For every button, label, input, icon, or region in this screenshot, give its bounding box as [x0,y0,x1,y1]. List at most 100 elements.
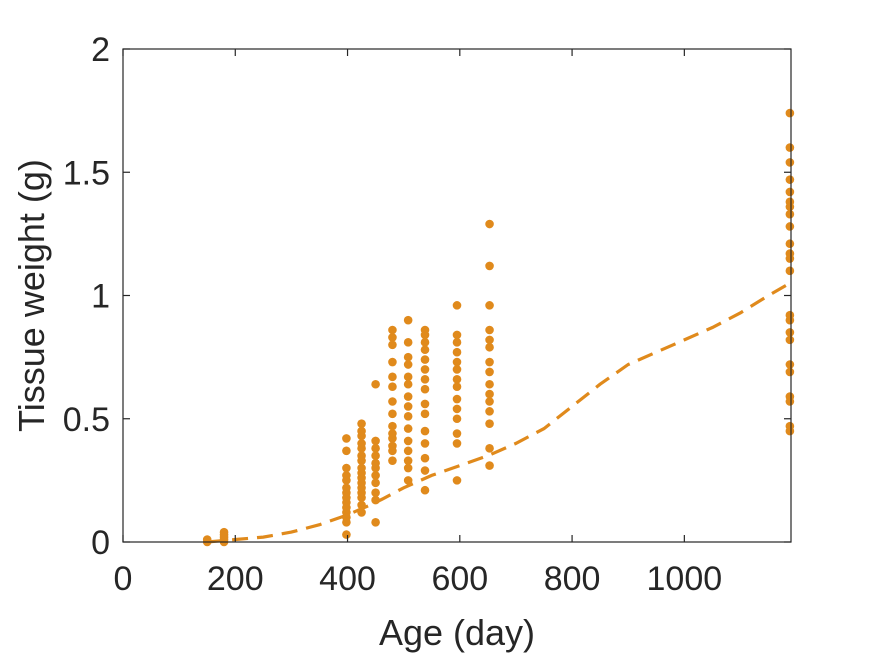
data-point [371,478,380,488]
data-point [357,500,366,510]
data-point [485,379,494,389]
data-point [403,463,413,473]
data-point [785,249,795,258]
data-point [420,409,430,419]
x-tick-label: 800 [544,560,601,598]
data-point [371,517,380,527]
data-point [388,333,397,342]
data-point [403,476,413,485]
data-point [785,158,795,167]
y-tick-label: 0.5 [63,401,110,439]
data-point [420,426,430,436]
fit-curve-line [207,281,791,544]
data-point [342,434,351,443]
data-point [371,495,380,505]
data-point [452,357,462,367]
data-point [388,325,397,335]
data-point [785,328,795,337]
data-point [420,375,430,384]
data-point [485,397,494,406]
data-point [371,444,380,453]
data-point [420,466,430,475]
x-axis-label: Age (day) [379,612,535,653]
data-point [403,392,413,401]
x-tick-label: 400 [319,560,376,598]
plot-area [123,49,791,542]
data-point [785,392,795,401]
data-point [403,315,413,325]
data-point [371,379,380,389]
y-tick-label: 0 [91,524,110,562]
data-point [403,338,413,347]
data-point [485,325,494,335]
data-point [420,439,430,448]
data-point [785,360,795,369]
data-point [403,436,413,446]
data-point [420,453,430,463]
data-point [420,338,430,347]
data-point [403,372,413,382]
data-point [452,338,462,347]
data-point [388,421,397,431]
data-point [420,355,430,364]
data-point [785,266,795,276]
data-point [371,436,380,446]
data-point [452,476,462,485]
data-point [219,527,229,537]
data-point [785,209,795,219]
data-point [342,471,351,480]
data-point [403,360,413,369]
data-point [403,456,413,465]
data-point [785,197,795,207]
data-point [785,175,795,184]
data-point [403,411,413,421]
data-point [420,365,430,374]
x-tick-label: 200 [207,560,264,598]
data-point [785,143,795,152]
data-point [420,325,430,335]
data-point [371,458,380,468]
data-point [357,419,366,428]
data-point [388,429,397,438]
data-point [371,451,380,461]
data-point [452,429,462,438]
y-tick-label: 1 [91,278,110,316]
x-tick-label: 600 [431,560,488,598]
data-point [485,357,494,367]
data-point [485,367,494,377]
data-point [785,108,795,118]
data-point [485,261,494,271]
y-axis-label: Tissue weight (g) [11,159,52,432]
data-point [785,187,795,197]
data-point [785,239,795,249]
data-point [342,463,351,473]
data-point [785,310,795,320]
data-point [452,365,462,374]
data-point [785,222,795,231]
y-tick-label: 1.5 [63,154,110,192]
data-point [452,439,462,448]
data-point [420,485,430,495]
data-point [452,414,462,424]
data-point [403,379,413,389]
data-point [452,347,462,357]
data-point [452,301,462,310]
data-point [388,441,397,451]
data-point [371,471,380,480]
data-point [485,301,494,310]
data-point [452,394,462,404]
data-point [485,461,494,470]
x-tick-label: 0 [114,560,133,598]
data-point [485,342,494,352]
data-point [485,419,494,428]
data-point [357,451,366,461]
data-point [388,357,397,367]
data-point [403,424,413,433]
data-point [420,384,430,394]
fit-curve-layer [207,281,791,544]
data-point [785,335,795,345]
data-point [371,488,380,498]
data-point [342,446,351,456]
data-point [485,389,494,399]
data-point [452,382,462,392]
